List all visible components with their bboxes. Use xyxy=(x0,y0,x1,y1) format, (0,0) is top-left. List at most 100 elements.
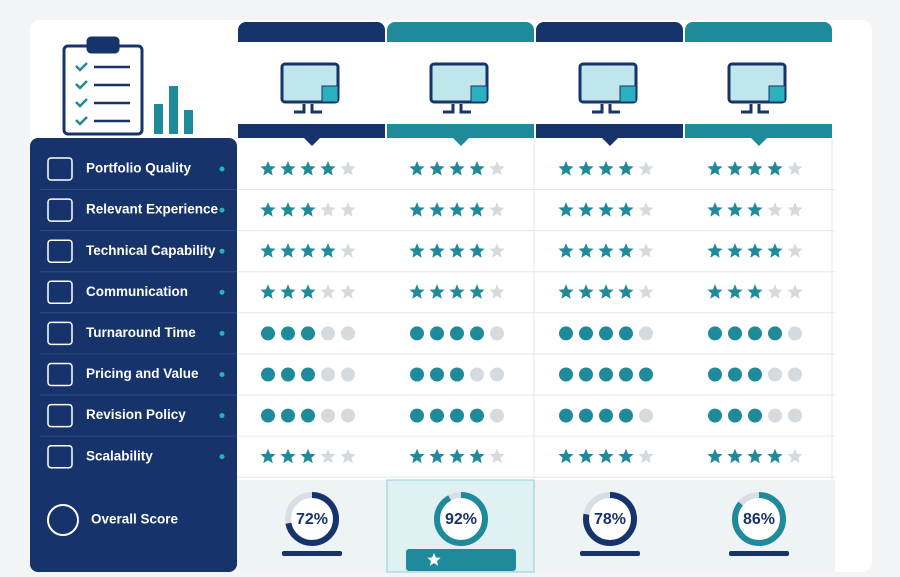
dot xyxy=(450,367,464,382)
criterion-label: Scalability xyxy=(86,448,153,463)
star xyxy=(598,243,614,258)
bars-icon xyxy=(154,86,193,134)
star xyxy=(558,243,574,258)
rating xyxy=(558,202,654,217)
row-dot xyxy=(219,166,225,172)
dot xyxy=(430,367,444,382)
star xyxy=(409,202,425,217)
column-pointer xyxy=(453,138,469,146)
row-dot xyxy=(219,454,225,460)
star xyxy=(747,284,763,299)
dot xyxy=(470,326,484,341)
star xyxy=(449,243,465,258)
star xyxy=(747,448,763,464)
dot xyxy=(599,408,613,423)
star xyxy=(787,161,803,176)
star xyxy=(747,243,763,258)
star xyxy=(489,202,505,217)
badge-star xyxy=(427,553,441,566)
dot xyxy=(430,408,444,423)
star xyxy=(260,448,276,464)
rating xyxy=(260,161,356,176)
dot xyxy=(559,326,573,341)
dot xyxy=(321,367,335,382)
star xyxy=(300,202,316,217)
star xyxy=(469,202,485,217)
criterion-icon xyxy=(47,321,73,346)
rating xyxy=(707,243,803,258)
dot xyxy=(341,326,355,341)
dot xyxy=(639,408,653,423)
star xyxy=(300,243,316,258)
star xyxy=(340,243,356,258)
row-dot xyxy=(219,289,225,295)
dot xyxy=(768,408,782,423)
criterion-icon xyxy=(47,403,73,428)
star xyxy=(429,202,445,217)
rating xyxy=(410,367,504,382)
star xyxy=(320,284,336,299)
star xyxy=(260,161,276,176)
star xyxy=(429,284,445,299)
card xyxy=(30,20,872,572)
star xyxy=(320,202,336,217)
criterion-icon xyxy=(47,239,73,263)
criterion-icon xyxy=(47,157,73,181)
criterion-label: Turnaround Time xyxy=(86,325,196,340)
column-pointer xyxy=(602,138,618,146)
rating xyxy=(558,161,654,176)
dot xyxy=(301,326,315,341)
star xyxy=(340,202,356,217)
column-bar xyxy=(536,124,683,138)
score-underline xyxy=(729,551,789,556)
star xyxy=(489,161,505,176)
dot xyxy=(410,408,424,423)
star xyxy=(747,161,763,176)
dot xyxy=(768,367,782,382)
star xyxy=(260,284,276,299)
star xyxy=(280,161,296,176)
vendor-icon-cube xyxy=(321,85,339,103)
star xyxy=(429,161,445,176)
dot xyxy=(559,367,573,382)
dot xyxy=(748,367,762,382)
star xyxy=(558,202,574,217)
dot xyxy=(470,408,484,423)
criterion-label: Portfolio Quality xyxy=(86,161,191,176)
star xyxy=(320,448,336,464)
star xyxy=(409,161,425,176)
dot xyxy=(639,367,653,382)
dot xyxy=(748,326,762,341)
dot xyxy=(410,326,424,341)
star xyxy=(767,284,783,299)
dot xyxy=(748,408,762,423)
dot xyxy=(470,367,484,382)
star xyxy=(449,284,465,299)
star xyxy=(707,243,723,258)
star xyxy=(787,448,803,464)
overall-icon xyxy=(47,504,79,536)
star xyxy=(638,284,654,299)
score-ring xyxy=(583,492,637,546)
criterion-icon xyxy=(47,444,73,469)
rating xyxy=(707,284,803,299)
dot xyxy=(728,367,742,382)
star xyxy=(767,202,783,217)
rating xyxy=(708,326,802,341)
dot xyxy=(490,408,504,423)
rating xyxy=(708,408,802,423)
star xyxy=(727,243,743,258)
criterion-label: Revision Policy xyxy=(86,407,186,422)
star xyxy=(707,161,723,176)
criterion-icon xyxy=(47,362,73,387)
star xyxy=(707,448,723,464)
dot xyxy=(301,367,315,382)
rating xyxy=(410,326,504,341)
star xyxy=(300,448,316,464)
dot xyxy=(261,408,275,423)
criterion-label: Relevant Experience xyxy=(86,202,219,217)
criterion-label: Pricing and Value xyxy=(86,366,199,381)
star xyxy=(598,202,614,217)
dot xyxy=(728,408,742,423)
dot xyxy=(430,326,444,341)
